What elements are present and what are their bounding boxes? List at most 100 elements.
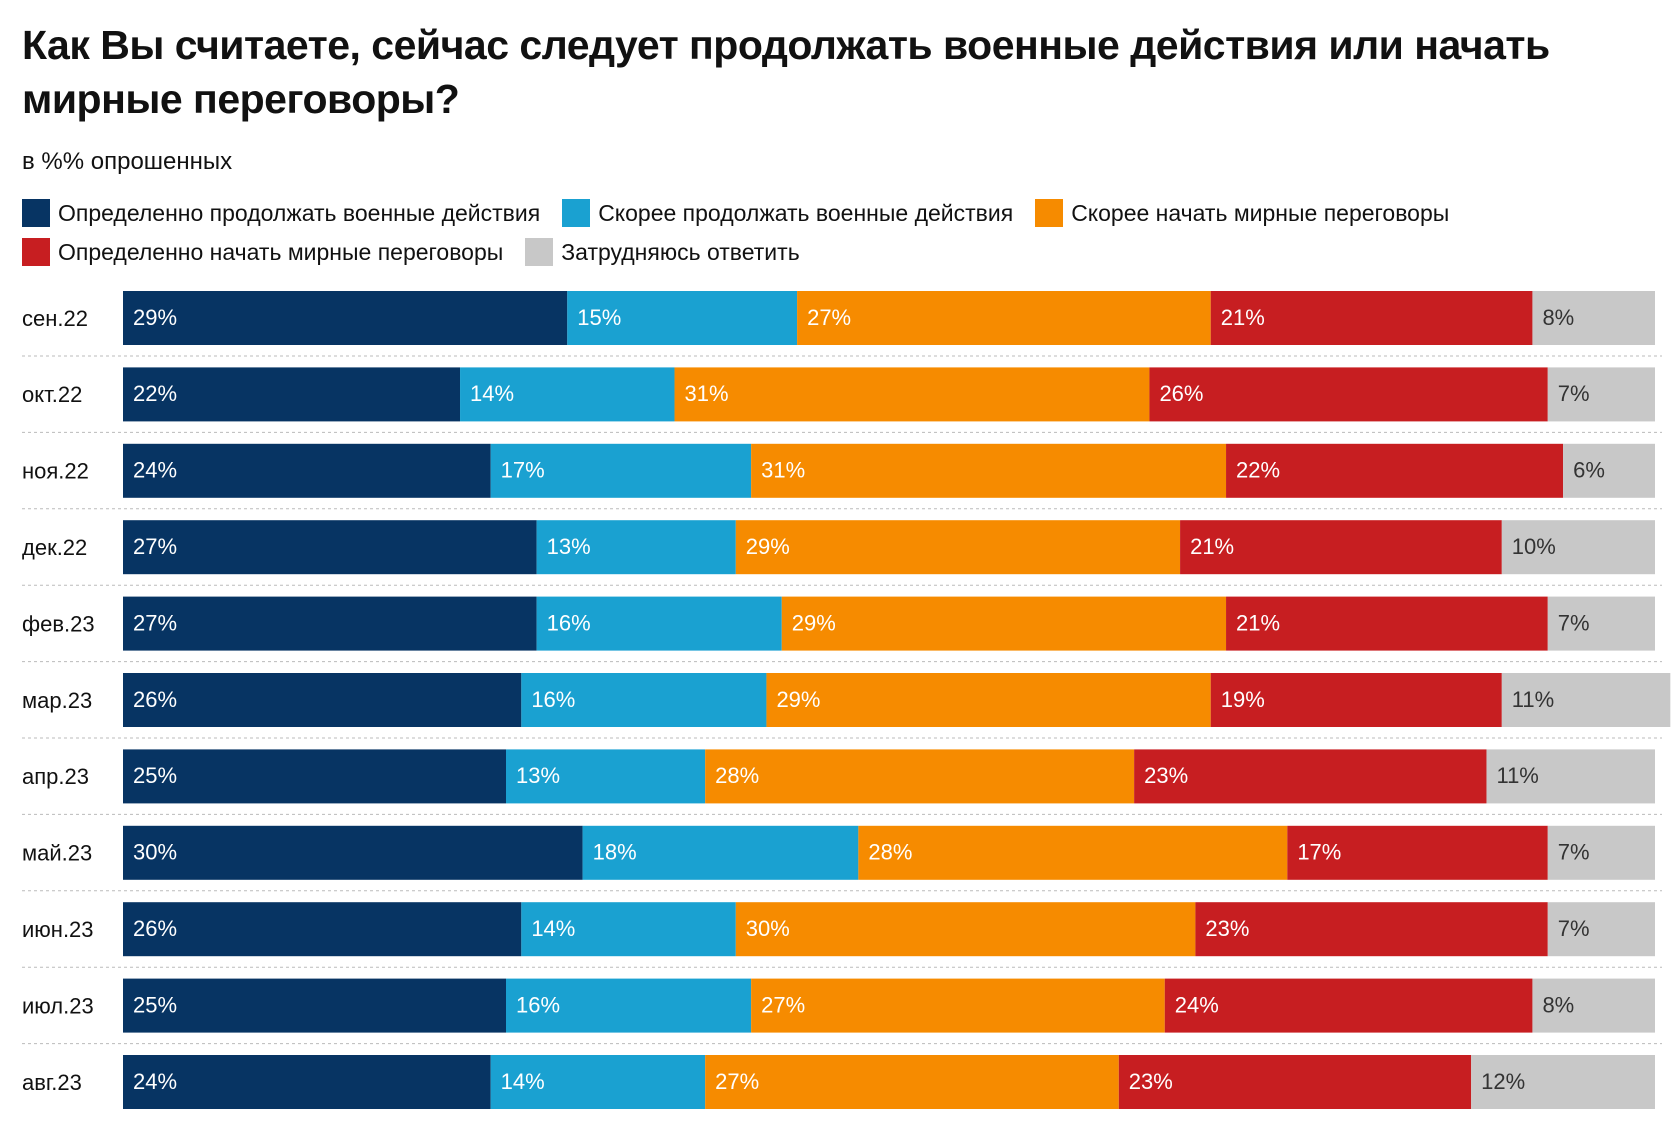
value-label: 29%: [776, 687, 820, 712]
value-label: 18%: [593, 840, 637, 865]
value-label: 23%: [1205, 916, 1249, 941]
y-tick-label: авг.23: [22, 1070, 82, 1095]
value-label: 7%: [1558, 610, 1590, 635]
value-label: 22%: [1236, 458, 1280, 483]
bar-segment: [567, 291, 798, 345]
value-label: 26%: [133, 687, 177, 712]
legend-swatch: [562, 199, 591, 227]
value-label: 28%: [868, 840, 912, 865]
bar-segment: [797, 291, 1211, 345]
value-label: 14%: [501, 1069, 545, 1094]
y-tick-label: сен.22: [22, 306, 88, 331]
bar-segment: [1547, 825, 1655, 880]
bar-segment: [490, 443, 752, 498]
bar-segment: [123, 443, 491, 498]
bar-segment: [1134, 749, 1487, 804]
bar-segment: [1532, 978, 1655, 1033]
value-label: 7%: [1558, 916, 1590, 941]
value-label: 8%: [1542, 305, 1574, 330]
bar-segment: [1195, 902, 1548, 957]
value-label: 12%: [1481, 1069, 1525, 1094]
bar-segment: [1547, 367, 1655, 422]
bar-segment: [735, 520, 1181, 575]
bar-segment: [1532, 291, 1655, 345]
value-label: 19%: [1221, 687, 1265, 712]
chart-title: Как Вы считаете, сейчас следует продолжа…: [22, 22, 1550, 122]
value-label: 24%: [133, 1069, 177, 1094]
bar-segment: [123, 825, 583, 880]
bar-segment: [858, 825, 1288, 880]
bar-segment: [582, 825, 859, 880]
bar-segment: [1210, 673, 1502, 727]
value-label: 29%: [133, 305, 177, 330]
value-label: 29%: [792, 610, 836, 635]
value-label: 23%: [1129, 1069, 1173, 1094]
bar-segment: [781, 596, 1227, 651]
legend-item: Скорее начать мирные переговоры: [1035, 198, 1449, 228]
value-label: 27%: [761, 992, 805, 1017]
bar-segment: [123, 902, 522, 957]
bar-segment: [123, 1055, 491, 1109]
bar-segment: [674, 367, 1150, 422]
value-label: 6%: [1573, 458, 1605, 483]
legend-label: Определенно продолжать военные действия: [58, 199, 541, 226]
bar-segment: [1287, 825, 1548, 880]
bar-segment: [123, 367, 461, 422]
legend-swatch: [1035, 199, 1064, 227]
value-label: 14%: [531, 916, 575, 941]
value-label: 16%: [547, 610, 591, 635]
bar-segment: [1547, 596, 1655, 651]
value-label: 25%: [133, 763, 177, 788]
value-label: 8%: [1542, 992, 1574, 1017]
bar-segment: [1501, 673, 1671, 727]
bar-segment: [1226, 596, 1548, 651]
value-label: 24%: [133, 458, 177, 483]
bar-segment: [123, 520, 537, 575]
value-label: 25%: [133, 992, 177, 1017]
bar-segment: [1226, 443, 1564, 498]
bar-segment: [1164, 978, 1533, 1033]
value-label: 27%: [133, 534, 177, 559]
value-label: 11%: [1496, 763, 1538, 788]
y-tick-label: фев.23: [22, 611, 95, 636]
legend-label: Скорее начать мирные переговоры: [1071, 199, 1450, 226]
bar-segment: [1471, 1055, 1655, 1109]
bar-segment: [536, 596, 782, 651]
value-label: 26%: [133, 916, 177, 941]
chart-subtitle: в %% опрошенных: [22, 148, 233, 175]
y-tick-label: мар.23: [22, 688, 92, 713]
bar-segment: [123, 978, 506, 1033]
value-label: 24%: [1175, 992, 1219, 1017]
bar-segment: [1210, 291, 1533, 345]
y-tick-label: июн.23: [22, 917, 94, 942]
bar-segment: [1180, 520, 1502, 575]
value-label: 16%: [531, 687, 575, 712]
bar-segment: [460, 367, 675, 422]
bar-segment: [521, 902, 736, 957]
legend-swatch: [22, 199, 50, 227]
bar-segment: [536, 520, 736, 575]
legend-label: Затрудняюсь ответить: [561, 238, 800, 265]
legend-item: Скорее продолжать военные действия: [562, 198, 1013, 228]
bar-segment: [1486, 749, 1655, 804]
bar-segment: [521, 673, 767, 727]
value-label: 27%: [133, 610, 177, 635]
bar-segment: [766, 673, 1211, 727]
bar-segment: [490, 1055, 706, 1109]
bar-segment: [1118, 1055, 1472, 1109]
bar-segment: [506, 978, 752, 1033]
bar-segment: [123, 291, 568, 345]
legend-swatch: [525, 238, 554, 266]
value-label: 30%: [746, 916, 790, 941]
value-label: 17%: [1297, 840, 1341, 865]
value-label: 7%: [1558, 840, 1590, 865]
y-tick-label: май.23: [22, 841, 92, 866]
value-label: 21%: [1221, 305, 1265, 330]
y-tick-label: дек.22: [22, 535, 87, 560]
value-label: 10%: [1512, 534, 1556, 559]
bar-segment: [123, 673, 522, 727]
value-label: 23%: [1144, 763, 1188, 788]
bar-segment: [1501, 520, 1655, 575]
